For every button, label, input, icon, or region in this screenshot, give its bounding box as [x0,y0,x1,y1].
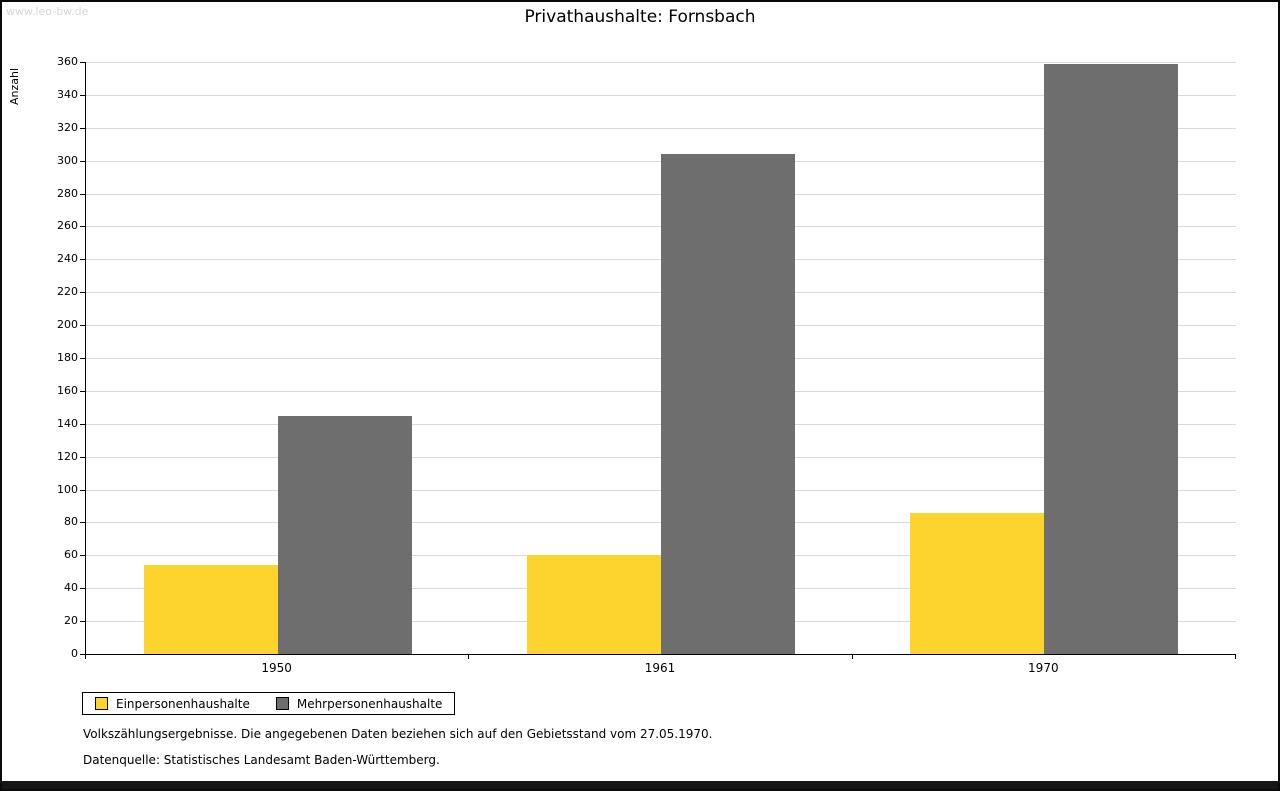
x-tick-mark [852,655,853,659]
legend-label-mehrpersonenhaushalte: Mehrpersonenhaushalte [296,696,443,711]
bar-mehrpersonenhaushalte-1970 [1044,63,1179,654]
y-tick-mark [80,226,85,228]
y-tick-mark [80,423,85,425]
y-tick-label: 260 [57,219,78,233]
footnotes: Volkszählungsergebnisse. Die angegebenen… [83,726,712,778]
y-tick-mark [80,621,85,623]
gridline [86,94,1236,96]
x-tick-mark [85,655,86,659]
y-tick-mark [80,489,85,491]
x-tick-label: 1961 [644,661,676,675]
legend-swatch-mehrpersonenhaushalte [275,697,289,710]
y-tick-label: 140 [57,416,78,430]
legend-label-einpersonenhaushalte: Einpersonenhaushalte [116,696,250,711]
y-tick-mark [80,555,85,557]
y-tick-label: 280 [57,186,78,200]
gridline [86,62,1236,63]
bar-einpersonenhaushalte-1961 [527,555,661,654]
y-tick-mark [80,654,85,655]
y-tick-mark [80,390,85,392]
bar-einpersonenhaushalte-1950 [143,565,278,654]
bar-mehrpersonenhaushalte-1961 [661,154,795,654]
y-tick-label: 160 [57,383,78,397]
plot-area [85,62,1236,655]
watermark-text: www.leo-bw.de [6,5,89,18]
x-tick-mark [1235,655,1236,659]
bar-mehrpersonenhaushalte-1950 [277,415,412,654]
x-tick-label: 1950 [261,661,292,675]
y-tick-label: 0 [71,647,78,660]
y-tick-mark [80,160,85,162]
y-tick-label: 220 [57,285,78,299]
y-tick-label: 360 [57,55,78,68]
y-tick-mark [80,292,85,294]
y-tick-mark [80,358,85,359]
x-tick-label: 1970 [1028,661,1059,675]
footnote-source-note: Volkszählungsergebnisse. Die angegebenen… [83,727,713,741]
x-tick-mark [468,655,469,659]
y-tick-mark [80,522,85,524]
y-tick-mark [80,94,85,96]
y-tick-label: 340 [57,87,78,101]
y-tick-label: 100 [57,482,78,496]
legend-item-mehrpersonenhaushalte: Mehrpersonenhaushalte [275,696,443,711]
y-tick-label: 60 [64,548,78,562]
y-tick-label: 200 [57,318,78,332]
y-tick-label: 40 [64,581,78,595]
y-tick-label: 320 [57,120,78,134]
y-tick-mark [80,193,85,195]
y-tick-label: 120 [57,449,78,463]
y-tick-label: 240 [57,252,78,266]
chart-title: Privathaushalte: Fornsbach [524,7,756,27]
legend-item-einpersonenhaushalte: Einpersonenhaushalte [95,697,250,711]
legend: Einpersonenhaushalte Mehrpersonenhaushal… [82,692,456,715]
gridline [86,127,1236,129]
bar-einpersonenhaushalte-1970 [910,512,1045,654]
y-tick-label: 180 [57,351,78,364]
y-tick-label: 300 [57,153,78,167]
legend-swatch-einpersonenhaushalte [95,697,108,710]
footnote-data-source: Datenquelle: Statistisches Landesamt Bad… [83,753,440,767]
bottom-bar [2,781,1278,789]
y-tick-label: 80 [64,515,78,529]
y-tick-mark [80,456,85,458]
y-tick-mark [80,62,85,63]
y-tick-mark [80,588,85,590]
y-tick-mark [80,259,85,261]
y-tick-label: 20 [64,614,78,628]
y-tick-mark [80,127,85,129]
y-tick-mark [80,325,85,327]
